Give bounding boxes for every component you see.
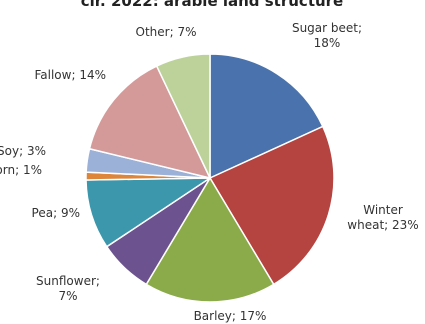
label-sunflower: Sunflower; 7%: [36, 274, 100, 303]
label-barley: Barley; 17%: [194, 309, 267, 323]
slice-labels: Sugar beet; 18% Winter wheat; 23% Barley; 17…: [0, 21, 419, 323]
label-pea: Pea; 9%: [32, 206, 80, 220]
slice-winter-wheat: [208, 125, 335, 286]
label-corn: Corn; 1%: [0, 163, 42, 177]
label-fallow: Fallow; 14%: [34, 68, 106, 82]
label-sugar-beet: Sugar beet; 18%: [292, 21, 362, 50]
slice-fallow: [88, 65, 212, 180]
chart-title: cir. 2022: arable land structure: [81, 0, 344, 10]
slice-sugar-beet: [209, 53, 324, 180]
label-winter-wheat: Winter wheat; 23%: [347, 203, 418, 232]
slice-other: [155, 53, 211, 179]
label-other: Other; 7%: [136, 25, 197, 39]
pie-slices: [85, 53, 335, 303]
slice-barley: [145, 176, 275, 303]
label-soy: Soy; 3%: [0, 144, 46, 158]
